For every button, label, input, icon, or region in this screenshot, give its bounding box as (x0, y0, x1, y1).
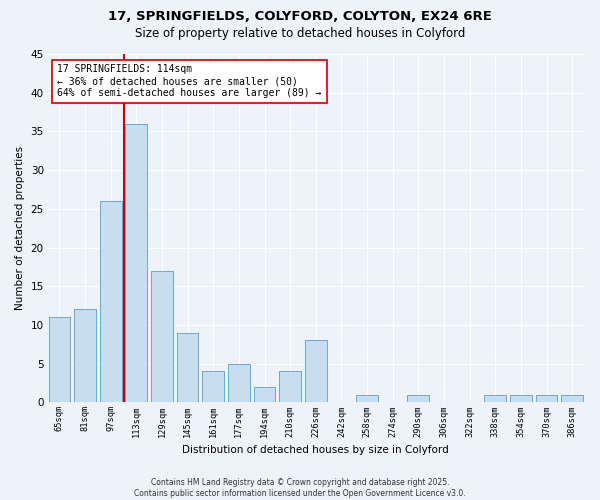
Bar (279, 372, 301, 402)
Text: 17 SPRINGFIELDS: 114sqm
← 36% of detached houses are smaller (50)
64% of semi-de: 17 SPRINGFIELDS: 114sqm ← 36% of detache… (58, 64, 322, 98)
Bar (100, 201, 122, 402)
Bar (49, 317, 70, 402)
Bar (510, 394, 532, 402)
Bar (407, 394, 429, 402)
Bar (202, 372, 224, 402)
Bar (356, 394, 378, 402)
Text: 17, SPRINGFIELDS, COLYFORD, COLYTON, EX24 6RE: 17, SPRINGFIELDS, COLYFORD, COLYTON, EX2… (108, 10, 492, 23)
Bar (125, 124, 147, 402)
Text: Contains HM Land Registry data © Crown copyright and database right 2025.
Contai: Contains HM Land Registry data © Crown c… (134, 478, 466, 498)
Bar (561, 394, 583, 402)
Text: Size of property relative to detached houses in Colyford: Size of property relative to detached ho… (135, 28, 465, 40)
X-axis label: Distribution of detached houses by size in Colyford: Distribution of detached houses by size … (182, 445, 449, 455)
Y-axis label: Number of detached properties: Number of detached properties (15, 146, 25, 310)
Bar (536, 394, 557, 402)
Bar (151, 271, 173, 402)
Bar (254, 387, 275, 402)
Bar (484, 394, 506, 402)
Bar (74, 310, 96, 402)
Bar (228, 364, 250, 403)
Bar (177, 332, 199, 402)
Bar (305, 340, 326, 402)
